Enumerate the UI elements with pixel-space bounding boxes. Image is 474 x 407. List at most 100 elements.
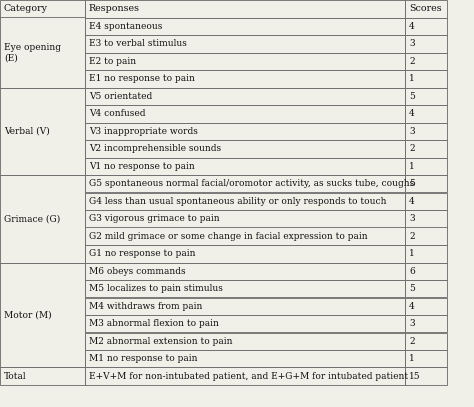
Text: Grimace (G): Grimace (G)	[4, 214, 60, 223]
Bar	[405, 70, 447, 88]
Bar	[405, 350, 447, 368]
Bar	[405, 368, 447, 385]
Bar	[85, 263, 405, 280]
Text: Eye opening
(E): Eye opening (E)	[4, 43, 61, 62]
Text: M3 abnormal flexion to pain: M3 abnormal flexion to pain	[89, 319, 219, 328]
Bar	[85, 70, 405, 88]
Text: V1 no response to pain: V1 no response to pain	[89, 162, 195, 171]
Text: 5: 5	[409, 92, 415, 101]
Bar	[85, 53, 405, 70]
Text: Scores: Scores	[409, 4, 442, 13]
Bar	[85, 245, 405, 263]
Bar	[405, 210, 447, 228]
Text: Motor (M): Motor (M)	[4, 311, 52, 319]
Text: 4: 4	[409, 302, 415, 311]
Text: G2 mild grimace or some change in facial expression to pain: G2 mild grimace or some change in facial…	[89, 232, 368, 241]
Text: Verbal (V): Verbal (V)	[4, 127, 50, 136]
Bar	[85, 368, 405, 385]
Bar	[85, 158, 405, 175]
Text: 1: 1	[409, 249, 415, 258]
Bar	[405, 35, 447, 53]
Bar	[85, 228, 405, 245]
Bar	[85, 0, 405, 18]
Bar	[85, 88, 405, 105]
Bar	[405, 298, 447, 315]
Bar	[85, 175, 405, 193]
Bar	[405, 158, 447, 175]
Bar	[85, 105, 405, 123]
Text: 2: 2	[409, 144, 415, 153]
Bar	[405, 123, 447, 140]
Bar	[405, 175, 447, 193]
Bar	[85, 298, 405, 315]
Text: 5: 5	[409, 284, 415, 293]
Text: 1: 1	[409, 162, 415, 171]
Text: 3: 3	[409, 127, 415, 136]
Text: 4: 4	[409, 109, 415, 118]
Bar	[0, 0, 85, 18]
Text: 2: 2	[409, 337, 415, 346]
Bar	[405, 88, 447, 105]
Bar	[405, 18, 447, 35]
Text: 3: 3	[409, 39, 415, 48]
Bar	[405, 245, 447, 263]
Bar	[85, 315, 405, 333]
Bar	[405, 263, 447, 280]
Bar	[405, 280, 447, 298]
Bar	[405, 53, 447, 70]
Bar	[85, 280, 405, 298]
Text: 3: 3	[409, 319, 415, 328]
Text: 2: 2	[409, 57, 415, 66]
Bar	[0, 175, 85, 263]
Text: 1: 1	[409, 74, 415, 83]
Bar	[85, 123, 405, 140]
Bar	[85, 140, 405, 158]
Text: E1 no response to pain: E1 no response to pain	[89, 74, 195, 83]
Bar	[85, 350, 405, 368]
Bar	[85, 210, 405, 228]
Text: E2 to pain: E2 to pain	[89, 57, 136, 66]
Bar	[405, 0, 447, 18]
Text: 15: 15	[409, 372, 420, 381]
Bar	[85, 35, 405, 53]
Text: G5 spontaneous normal facial/oromotor activity, as sucks tube, coughs: G5 spontaneous normal facial/oromotor ac…	[89, 179, 414, 188]
Text: 5: 5	[409, 179, 415, 188]
Bar	[405, 228, 447, 245]
Text: G1 no response to pain: G1 no response to pain	[89, 249, 195, 258]
Text: 2: 2	[409, 232, 415, 241]
Text: 1: 1	[409, 354, 415, 363]
Bar	[85, 333, 405, 350]
Bar	[0, 263, 85, 368]
Bar	[0, 18, 85, 88]
Text: 6: 6	[409, 267, 415, 276]
Text: Responses: Responses	[89, 4, 140, 13]
Bar	[0, 88, 85, 175]
Text: V4 confused: V4 confused	[89, 109, 146, 118]
Bar	[0, 368, 85, 385]
Text: V5 orientated: V5 orientated	[89, 92, 152, 101]
Bar	[405, 333, 447, 350]
Text: V3 inappropriate words: V3 inappropriate words	[89, 127, 198, 136]
Text: M6 obeys commands: M6 obeys commands	[89, 267, 186, 276]
Text: M1 no response to pain: M1 no response to pain	[89, 354, 198, 363]
Text: G4 less than usual spontaneous ability or only responds to touch: G4 less than usual spontaneous ability o…	[89, 197, 386, 206]
Text: M2 abnormal extension to pain: M2 abnormal extension to pain	[89, 337, 233, 346]
Text: G3 vigorous grimace to pain: G3 vigorous grimace to pain	[89, 214, 219, 223]
Text: E3 to verbal stimulus: E3 to verbal stimulus	[89, 39, 187, 48]
Text: 3: 3	[409, 214, 415, 223]
Bar	[85, 18, 405, 35]
Bar	[405, 193, 447, 210]
Text: Category: Category	[4, 4, 48, 13]
Bar	[405, 105, 447, 123]
Text: V2 incomprehensible sounds: V2 incomprehensible sounds	[89, 144, 221, 153]
Text: M5 localizes to pain stimulus: M5 localizes to pain stimulus	[89, 284, 223, 293]
Bar	[405, 140, 447, 158]
Text: E+V+M for non-intubated patient, and E+G+M for intubated patient: E+V+M for non-intubated patient, and E+G…	[89, 372, 408, 381]
Text: 4: 4	[409, 197, 415, 206]
Text: Total: Total	[4, 372, 27, 381]
Text: M4 withdraws from pain: M4 withdraws from pain	[89, 302, 202, 311]
Text: E4 spontaneous: E4 spontaneous	[89, 22, 163, 31]
Bar	[405, 315, 447, 333]
Text: 4: 4	[409, 22, 415, 31]
Bar	[85, 193, 405, 210]
